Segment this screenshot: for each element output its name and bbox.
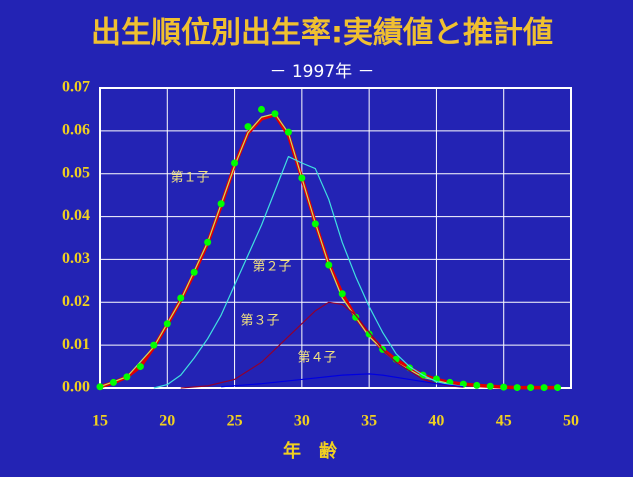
data-point <box>473 381 481 389</box>
data-point <box>163 320 171 328</box>
data-point <box>123 373 131 381</box>
data-point <box>486 382 494 390</box>
x-tick-label: 30 <box>294 413 310 430</box>
x-tick-label: 50 <box>563 413 579 430</box>
x-tick-label: 40 <box>428 413 444 430</box>
data-point <box>554 384 562 392</box>
y-tick-label: 0.07 <box>62 79 90 96</box>
data-point <box>109 378 117 386</box>
y-tick-label: 0.03 <box>62 250 90 267</box>
chart-title: 出生順位別出生率:実績値と推計値 <box>91 16 553 51</box>
chart-subtitle: － 1997年 － <box>269 62 374 82</box>
data-point <box>311 220 319 228</box>
series-line <box>180 301 464 389</box>
plot-frame <box>99 87 572 389</box>
data-point <box>231 159 239 167</box>
data-point <box>500 383 508 391</box>
x-axis-label: 年 齢 <box>283 440 338 462</box>
x-tick-label: 45 <box>496 413 512 430</box>
y-tick-label: 0.04 <box>62 207 90 224</box>
x-tick-label: 20 <box>159 413 175 430</box>
data-point <box>540 384 548 392</box>
y-tick-label: 0.00 <box>62 379 90 396</box>
data-point <box>271 110 279 118</box>
data-point <box>190 268 198 276</box>
data-point <box>217 200 225 208</box>
series-label: 第２子 <box>252 260 291 275</box>
series-label: 第４子 <box>297 351 336 366</box>
y-tick-label: 0.02 <box>62 293 90 310</box>
y-tick-label: 0.06 <box>62 122 90 139</box>
data-point <box>257 105 265 113</box>
x-tick-label: 15 <box>92 413 108 430</box>
data-point <box>150 341 158 349</box>
data-point <box>136 363 144 371</box>
data-point <box>352 313 360 321</box>
data-point <box>527 384 535 392</box>
data-point <box>177 294 185 302</box>
data-point <box>325 261 333 269</box>
x-tick-label: 25 <box>227 413 243 430</box>
y-tick-label: 0.05 <box>62 164 90 181</box>
series-line <box>99 113 451 388</box>
data-point <box>298 174 306 182</box>
data-point <box>365 330 373 338</box>
x-tick-label: 35 <box>361 413 377 430</box>
y-tick-label: 0.01 <box>62 336 90 353</box>
data-point <box>284 128 292 136</box>
series-label: 第１子 <box>170 171 209 186</box>
data-point <box>338 290 346 298</box>
data-point <box>513 384 521 392</box>
data-point <box>96 383 104 391</box>
data-point <box>244 123 252 131</box>
data-point <box>204 238 212 246</box>
series-line <box>153 155 464 389</box>
series-label: 第３子 <box>240 314 279 329</box>
series-line <box>221 373 464 388</box>
